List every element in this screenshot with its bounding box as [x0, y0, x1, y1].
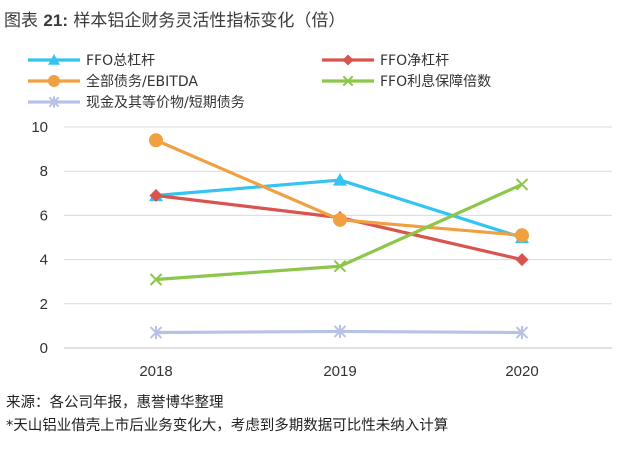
legend-swatch [322, 54, 374, 66]
legend-swatch [28, 54, 80, 65]
data-point-s1-2019 [333, 173, 347, 186]
y-tick-label: 0 [40, 340, 48, 357]
data-point-s2-2018 [149, 189, 163, 203]
y-tick-label: 10 [31, 119, 48, 136]
chart-legend: FFO总杠杆 FFO净杠杆全部债务/EBITDA FFO利息保障倍数现金及其等价物/… [26, 50, 586, 116]
title-prefix: 图表 [4, 11, 38, 31]
series-line-2 [155, 193, 523, 262]
y-tick-label: 8 [40, 163, 48, 180]
legend-swatch [28, 75, 80, 87]
title-text: 样本铝企财务灵活性指标变化（倍） [73, 11, 346, 31]
legend-label: 全部债务/EBITDA [86, 74, 198, 90]
x-tick-label: 2020 [505, 363, 538, 380]
title-number: 21: [43, 11, 68, 30]
legend-marker [342, 75, 354, 87]
legend-item-3: 全部债务/EBITDA [26, 71, 198, 91]
data-point-s5-2020 [515, 325, 529, 340]
legend-marker [48, 96, 60, 108]
legend-swatch [28, 96, 80, 108]
y-tick-label: 4 [40, 252, 48, 269]
legend-item-4: FFO利息保障倍数 [320, 71, 491, 91]
chart-title: 图表 21: 样本铝企财务灵活性指标变化（倍） [4, 6, 345, 31]
y-tick-label: 6 [40, 207, 48, 224]
data-point-s3-2018 [149, 133, 163, 148]
x-tick-label: 2018 [139, 363, 172, 380]
data-point-s3-2020 [515, 228, 529, 243]
legend-marker [48, 75, 60, 87]
chart-notes: 来源：各公司年报，惠誉博华整理 *天山铝业借壳上市后业务变化大，考虑到多期数据可… [6, 392, 448, 438]
data-point-s4-2020 [515, 178, 529, 191]
footnote: *天山铝业借壳上市后业务变化大，考虑到多期数据可比性未纳入计算 [6, 418, 449, 434]
data-point-s3-2019 [333, 212, 347, 227]
data-point-s4-2018 [149, 273, 163, 286]
data-point-s4-2019 [333, 260, 347, 273]
y-tick-label: 2 [40, 296, 48, 313]
legend-label: FFO净杠杆 [380, 53, 450, 69]
legend-label: FFO利息保障倍数 [380, 74, 492, 90]
data-point-s2-2020 [515, 253, 529, 267]
x-tick-label: 2019 [323, 363, 356, 380]
legend-label: 现金及其等价物/短期债务 [86, 95, 245, 111]
legend-item-2: FFO净杠杆 [320, 50, 449, 70]
line-chart: 0 2 4 6 8 10 2018 2019 2020 [31, 119, 612, 380]
legend-label: FFO总杠杆 [86, 53, 156, 69]
source-note: 来源：各公司年报，惠誉博华整理 [6, 395, 224, 411]
data-point-s5-2018 [149, 325, 163, 340]
legend-item-5: 现金及其等价物/短期债务 [26, 92, 245, 112]
legend-item-1: FFO总杠杆 [26, 50, 155, 70]
legend-marker [48, 54, 60, 65]
data-point-s5-2019 [333, 324, 347, 339]
legend-swatch [322, 75, 374, 87]
